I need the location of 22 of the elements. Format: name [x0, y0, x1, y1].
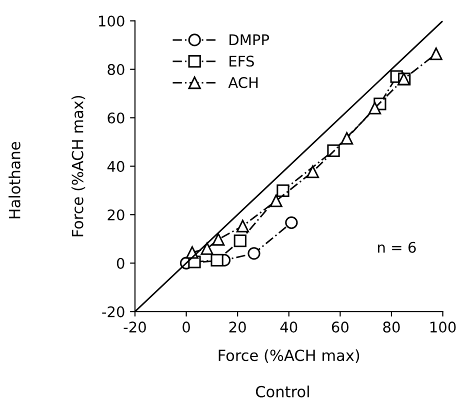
x-tick-label: 80 — [383, 322, 400, 333]
y-tick-label: 80 — [108, 64, 124, 76]
x-tick-label: 0 — [182, 322, 190, 333]
x-tick-label: 20 — [229, 322, 246, 333]
y-axis-title: Force (%ACH max) — [72, 96, 86, 236]
x-axis-title: Force (%ACH max) — [218, 349, 360, 363]
x-tick-label: 40 — [280, 322, 298, 333]
text: Control — [256, 386, 309, 398]
legend-label: EFS — [230, 56, 254, 67]
y-tick-label: 100 — [99, 16, 124, 27]
y-tick-label: 20 — [108, 209, 124, 220]
y-tick-label: 40 — [107, 160, 124, 172]
text: Halothane — [8, 142, 20, 218]
x-tick-label: 60 — [332, 322, 348, 333]
y-tick-label: 0 — [116, 258, 124, 269]
legend-label: DMPP — [230, 34, 270, 46]
y-tick-label: 60 — [108, 112, 124, 124]
x-tick-label: -20 — [124, 322, 146, 333]
legend-label: ACH — [228, 77, 258, 88]
y-tick-label: -20 — [102, 306, 124, 318]
annotation: n = 6 — [378, 242, 416, 253]
x-tick-label: 100 — [430, 322, 456, 333]
